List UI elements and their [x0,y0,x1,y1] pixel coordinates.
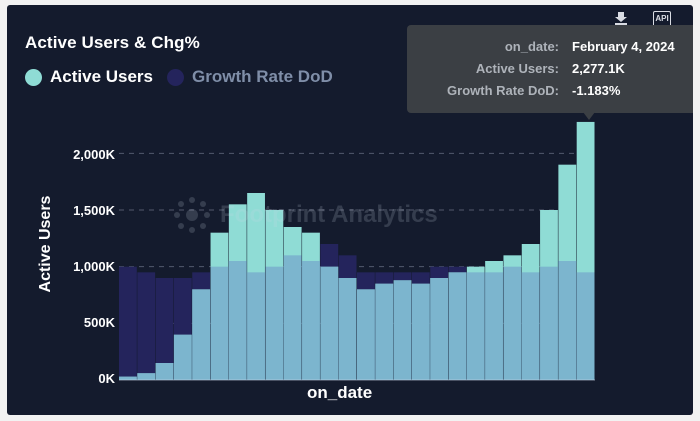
y-tick-2000k: 2,000K [73,147,115,162]
tooltip: on_date: February 4, 2024 Active Users: … [407,25,693,113]
bar-overlap [247,272,265,380]
bar-overlap [283,255,302,380]
bar-overlap [228,261,247,380]
bar-overlap [521,272,540,380]
bar-overlap [210,266,229,380]
tooltip-value-growth-rate: -1.183% [572,83,621,98]
legend-dot-active-users [25,68,42,86]
legend: Active Users Growth Rate DoD [25,67,347,87]
chart-panel: Active Users & Chg% API Active Users Gro… [7,5,693,415]
bar-overlap [192,289,211,380]
y-tick-0: 0K [98,371,115,386]
bar-growth-rate[interactable] [119,266,137,380]
bar-overlap [411,283,430,380]
legend-dot-growth-rate [167,68,185,86]
bar-overlap [558,261,577,380]
bar-overlap [357,289,375,380]
watermark-logo-icon [174,197,210,233]
tooltip-value-date: February 4, 2024 [572,39,675,54]
bar-overlap [466,272,485,380]
tooltip-value-active-users: 2,277.1K [572,61,625,76]
bar-overlap [540,266,558,380]
bar-overlap [119,376,137,380]
y-tick-500k: 500K [83,315,115,330]
bar-overlap [503,266,522,380]
tooltip-key-active-users: Active Users: [475,61,559,76]
bar-overlap [173,334,192,380]
download-icon-glyph [615,12,627,25]
legend-label-growth-rate: Growth Rate DoD [192,67,333,86]
tooltip-row-active-users: Active Users: 2,277.1K [407,61,693,79]
legend-label-active-users: Active Users [50,67,154,86]
tooltip-row-growth-rate: Growth Rate DoD: -1.183% [407,83,693,101]
bar-growth-rate[interactable] [137,272,156,380]
bar-overlap [338,278,357,380]
legend-item-growth-rate[interactable]: Growth Rate DoD [167,67,333,87]
x-axis-label: on_date [307,383,373,402]
bar-overlap [265,266,284,380]
bar-overlap [576,272,595,380]
download-icon[interactable] [613,11,629,25]
tooltip-key-growth-rate: Growth Rate DoD: [447,83,559,98]
watermark: Footprint Analytics [172,195,438,235]
tooltip-caret [583,112,595,120]
bar-overlap [448,272,467,380]
tooltip-row-date: on_date: February 4, 2024 [407,39,693,57]
tooltip-key-date: on_date: [504,39,559,54]
bar-overlap [302,261,320,380]
bar-overlap [430,278,449,380]
chart-title: Active Users & Chg% [25,33,200,52]
bar-growth-rate[interactable] [155,278,174,380]
y-tick-1000k: 1,000K [73,259,115,274]
legend-item-active-users[interactable]: Active Users [25,67,153,87]
bar-overlap [485,272,503,380]
bar-overlap [137,373,156,380]
bar-overlap [393,280,412,380]
bar-overlap [375,283,394,380]
y-tick-1500k: 1,500K [73,203,115,218]
bar-overlap [320,266,339,380]
watermark-text: Footprint Analytics [220,201,438,228]
plot-area [119,121,595,381]
bar-overlap [155,363,174,380]
